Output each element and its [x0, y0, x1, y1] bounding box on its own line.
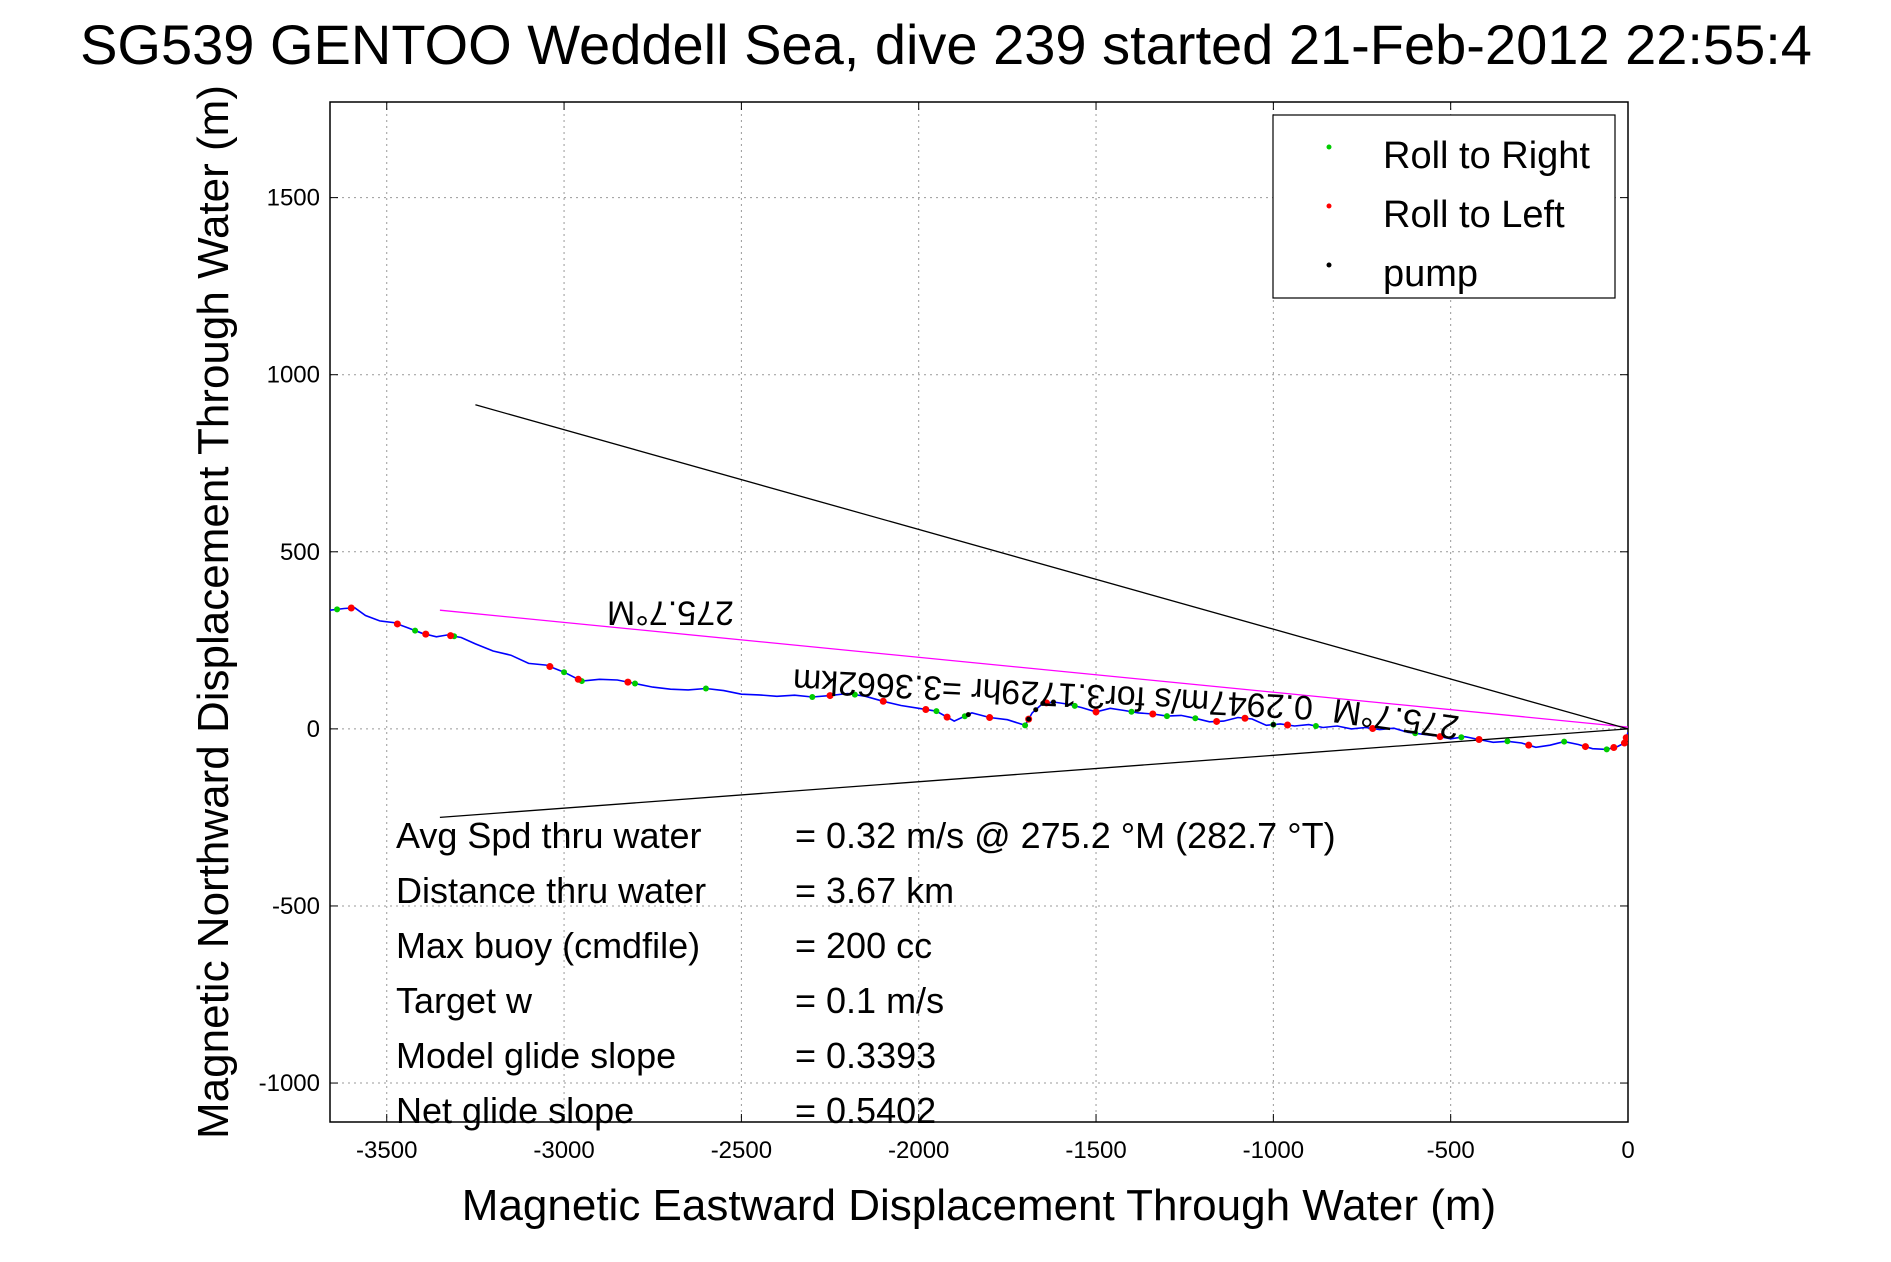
roll-left-point	[422, 630, 430, 638]
annotation-layer: 275.7°M0.2947m/s for3.1729hr =3.3662km 27…	[607, 593, 1462, 746]
roll-right-point	[809, 694, 816, 700]
roll-right-point	[1071, 702, 1078, 709]
roll-right-point	[334, 606, 341, 613]
x-axis-ticks: -3500 -3000 -2500 -2000 -1500 -1000 -500 0	[356, 102, 1635, 1164]
wedge-upper-line	[475, 404, 1628, 730]
roll-left-point	[943, 713, 951, 721]
roll-left-point	[1610, 744, 1618, 752]
roll-right-point	[1022, 722, 1029, 729]
roll-left-point	[1092, 708, 1100, 716]
legend-marker	[1326, 262, 1332, 268]
x-tick-label: -2500	[711, 1137, 772, 1164]
pump-point	[1270, 722, 1276, 728]
pump-point	[1033, 707, 1039, 713]
y-tick-label: -500	[272, 893, 320, 920]
pump-point	[965, 712, 971, 718]
x-tick-label: -1500	[1065, 1137, 1126, 1164]
roll-right-point	[561, 669, 568, 676]
y-axis-label: Magnetic Northward Displacement Through …	[189, 85, 238, 1139]
roll-right-point	[851, 691, 858, 698]
y-tick-label: 1000	[267, 362, 320, 389]
roll-left-point	[1369, 725, 1377, 733]
roll-left-point	[1213, 717, 1221, 725]
roll-left-point	[574, 675, 582, 683]
stat-label: Net glide slope	[396, 1090, 634, 1131]
stat-value: = 0.3393	[795, 1035, 936, 1076]
roll-right-point	[1128, 708, 1135, 715]
roll-right-point	[702, 685, 709, 692]
plot-frame	[329, 101, 1629, 1123]
x-tick-label: -3500	[356, 1137, 417, 1164]
x-tick-label: -500	[1427, 1137, 1475, 1164]
plot-area	[330, 404, 1628, 819]
roll-right-point	[933, 708, 940, 715]
x-tick-label: 0	[1621, 1137, 1634, 1164]
legend: Roll to Right Roll to Left pump	[1272, 114, 1616, 299]
y-tick-label: 500	[280, 539, 320, 566]
roll-left-point	[1241, 714, 1249, 722]
annotation-text: 275.7°M	[607, 593, 734, 631]
roll-left-point	[1622, 734, 1628, 742]
roll-left-point	[986, 714, 994, 722]
stat-label: Distance thru water	[396, 870, 706, 911]
roll-left-point	[1475, 736, 1483, 743]
wedge-lower-line	[439, 728, 1628, 819]
y-tick-label: 1500	[267, 185, 320, 212]
pump-point	[1040, 700, 1046, 706]
y-tick-label: -1000	[259, 1070, 320, 1097]
roll-left-point	[826, 692, 834, 700]
heading-line	[439, 609, 1628, 728]
legend-label: Roll to Left	[1383, 194, 1565, 236]
pump-point	[1050, 699, 1056, 705]
x-axis-label: Magnetic Eastward Displacement Through W…	[462, 1181, 1496, 1230]
roll-left-point	[347, 604, 355, 612]
stat-value: = 200 cc	[795, 925, 932, 966]
roll-left-point	[1525, 741, 1533, 749]
y-axis-ticks: -1000 -500 0 500 1000 1500	[259, 185, 1628, 1097]
roll-right-point	[1561, 738, 1568, 745]
roll-right-point	[412, 627, 419, 634]
pump-point	[1026, 716, 1032, 722]
x-tick-label: -3000	[533, 1137, 594, 1164]
roll-left-point	[1620, 739, 1628, 747]
stat-label: Target w	[396, 980, 533, 1021]
roll-right-point	[1192, 715, 1199, 722]
roll-right-point	[1412, 730, 1419, 737]
legend-label: Roll to Right	[1383, 135, 1590, 177]
roll-right-point	[1458, 734, 1465, 741]
roll-left-point	[1581, 743, 1589, 751]
stats-block: Avg Spd thru water = 0.32 m/s @ 275.2 °M …	[396, 815, 1336, 1131]
roll-left-point	[922, 705, 930, 713]
roll-left-point	[447, 632, 455, 640]
roll-right-point	[631, 680, 638, 687]
stat-value: = 0.5402	[795, 1090, 936, 1131]
roll-left-point	[546, 663, 554, 671]
legend-label: pump	[1383, 253, 1478, 295]
y-tick-label: 0	[307, 716, 320, 743]
roll-left-point	[879, 697, 887, 705]
stat-label: Avg Spd thru water	[396, 815, 702, 856]
chart-title: SG539 GENTOO Weddell Sea, dive 239 start…	[80, 13, 1812, 76]
roll-left-point	[1149, 710, 1157, 718]
x-tick-label: -1000	[1243, 1137, 1304, 1164]
annotation-text: 275.7°M	[1330, 691, 1461, 746]
stat-value: = 0.32 m/s @ 275.2 °M (282.7 °T)	[795, 815, 1336, 856]
marker-layer	[334, 604, 1628, 753]
stat-value: = 3.67 km	[795, 870, 954, 911]
legend-marker	[1326, 203, 1332, 209]
roll-left-point	[1436, 733, 1444, 741]
roll-left-point	[624, 678, 632, 686]
roll-right-point	[1163, 713, 1170, 720]
stat-label: Max buoy (cmdfile)	[396, 925, 700, 966]
stat-label: Model glide slope	[396, 1035, 676, 1076]
legend-marker	[1326, 144, 1332, 150]
roll-right-point	[1312, 723, 1319, 730]
roll-right-point	[1603, 746, 1610, 753]
x-tick-label: -2000	[888, 1137, 949, 1164]
roll-left-point	[1284, 721, 1292, 729]
stat-value: = 0.1 m/s	[795, 980, 944, 1021]
roll-right-point	[1504, 738, 1511, 745]
roll-left-point	[393, 620, 401, 628]
